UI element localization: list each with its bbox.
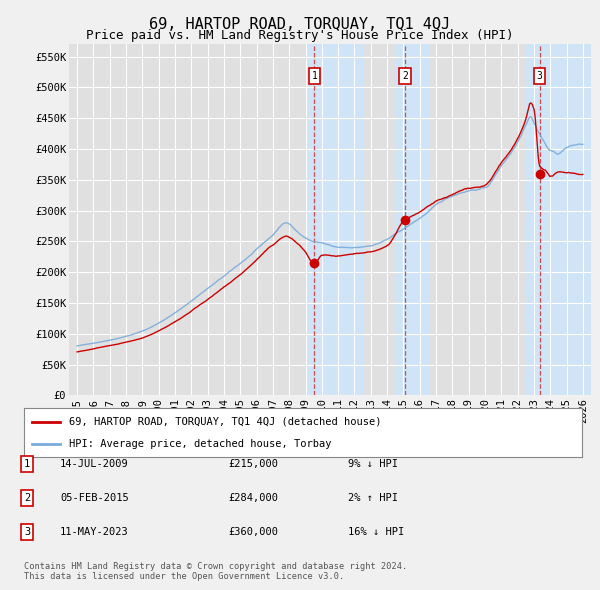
Text: 69, HARTOP ROAD, TORQUAY, TQ1 4QJ: 69, HARTOP ROAD, TORQUAY, TQ1 4QJ <box>149 17 451 31</box>
Text: HPI: Average price, detached house, Torbay: HPI: Average price, detached house, Torb… <box>68 439 331 449</box>
Text: £360,000: £360,000 <box>228 527 278 536</box>
Text: 2% ↑ HPI: 2% ↑ HPI <box>348 493 398 503</box>
Text: 1: 1 <box>24 460 30 469</box>
Text: Contains HM Land Registry data © Crown copyright and database right 2024.
This d: Contains HM Land Registry data © Crown c… <box>24 562 407 581</box>
Bar <box>305 44 362 395</box>
Text: 1: 1 <box>311 71 317 81</box>
Text: Price paid vs. HM Land Registry's House Price Index (HPI): Price paid vs. HM Land Registry's House … <box>86 29 514 42</box>
Bar <box>526 44 591 395</box>
Text: 2: 2 <box>24 493 30 503</box>
Bar <box>395 44 428 395</box>
Text: 16% ↓ HPI: 16% ↓ HPI <box>348 527 404 536</box>
Text: 14-JUL-2009: 14-JUL-2009 <box>60 460 129 469</box>
Text: 2: 2 <box>402 71 408 81</box>
Text: 9% ↓ HPI: 9% ↓ HPI <box>348 460 398 469</box>
Text: 3: 3 <box>537 71 543 81</box>
Text: £284,000: £284,000 <box>228 493 278 503</box>
Text: 11-MAY-2023: 11-MAY-2023 <box>60 527 129 536</box>
Text: £215,000: £215,000 <box>228 460 278 469</box>
Text: 69, HARTOP ROAD, TORQUAY, TQ1 4QJ (detached house): 69, HARTOP ROAD, TORQUAY, TQ1 4QJ (detac… <box>68 417 381 427</box>
Text: 3: 3 <box>24 527 30 536</box>
Text: 05-FEB-2015: 05-FEB-2015 <box>60 493 129 503</box>
